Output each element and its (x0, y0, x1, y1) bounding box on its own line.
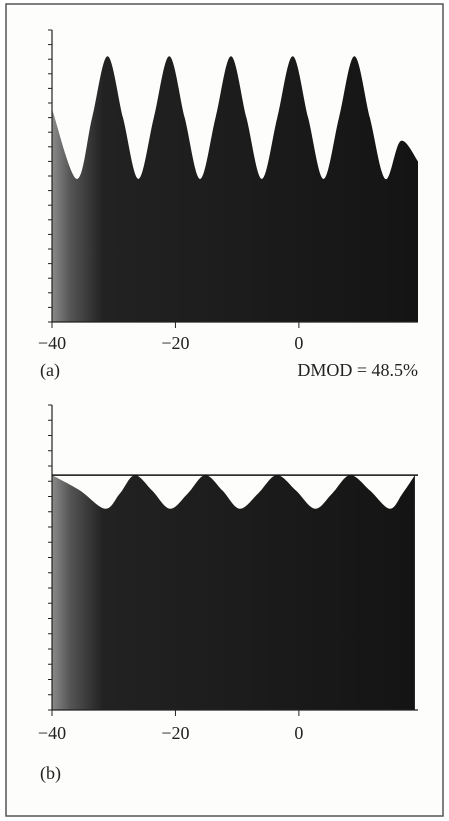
panel-label: (b) (40, 763, 61, 784)
annotation: DMOD = 48.5% (297, 360, 418, 380)
x-tick-label: −40 (38, 333, 66, 353)
x-tick-label: −40 (38, 723, 66, 743)
x-tick-label: 0 (294, 333, 303, 353)
x-tick-label: −20 (161, 333, 189, 353)
panel-label: (a) (40, 360, 60, 381)
x-tick-label: −20 (161, 723, 189, 743)
area (52, 475, 415, 710)
area (52, 56, 418, 322)
x-tick-label: 0 (294, 723, 303, 743)
